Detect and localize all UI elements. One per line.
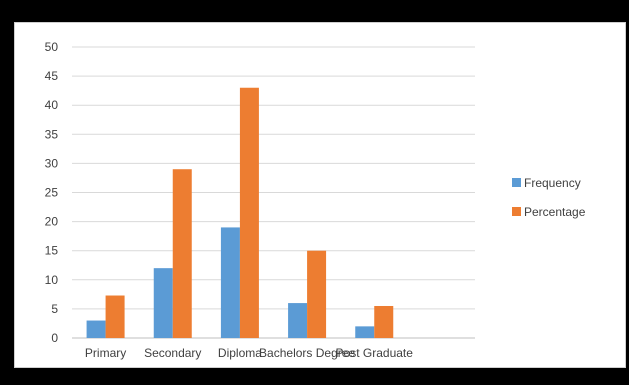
y-tick-label: 5	[51, 302, 58, 316]
y-tick-label: 35	[45, 127, 59, 141]
y-tick-label: 50	[45, 40, 59, 54]
chart-container: 0 5 10 15 20 25 30 35 40 45 50 Primary Secondary Dipl…	[14, 22, 626, 368]
y-tick-label: 20	[45, 215, 59, 229]
bar-percentage	[105, 295, 125, 338]
legend-label-percentage: Percentage	[524, 205, 586, 219]
bar-percentage	[239, 87, 259, 339]
y-tick-label: 15	[45, 244, 59, 258]
bar-chart: 0 5 10 15 20 25 30 35 40 45 50 Primary Secondary Dipl…	[45, 40, 586, 360]
bar-frequency	[153, 268, 173, 338]
bar-percentage	[374, 305, 394, 338]
legend-swatch-percentage	[512, 207, 521, 216]
figure-caption	[28, 372, 628, 385]
y-tick-label: 45	[45, 69, 59, 83]
y-tick-label: 10	[45, 273, 59, 287]
bar-frequency	[288, 303, 308, 338]
y-tick-label: 25	[45, 186, 59, 200]
bar-frequency	[86, 320, 106, 338]
x-tick-label: Diploma	[218, 346, 262, 360]
bar-percentage	[172, 169, 192, 338]
bar-frequency	[355, 326, 375, 338]
bar-frequency	[220, 227, 240, 338]
x-tick-label: Secondary	[144, 346, 201, 360]
y-tick-label: 40	[45, 98, 59, 112]
y-tick-label: 0	[51, 331, 58, 345]
x-tick-label: Bachelors Degree	[259, 346, 355, 360]
x-tick-label: Post Graduate	[336, 346, 414, 360]
x-tick-label: Primary	[85, 346, 126, 360]
legend-swatch-frequency	[512, 178, 521, 187]
y-tick-label: 30	[45, 156, 59, 170]
legend-label-frequency: Frequency	[524, 176, 581, 190]
bar-percentage	[307, 250, 327, 338]
